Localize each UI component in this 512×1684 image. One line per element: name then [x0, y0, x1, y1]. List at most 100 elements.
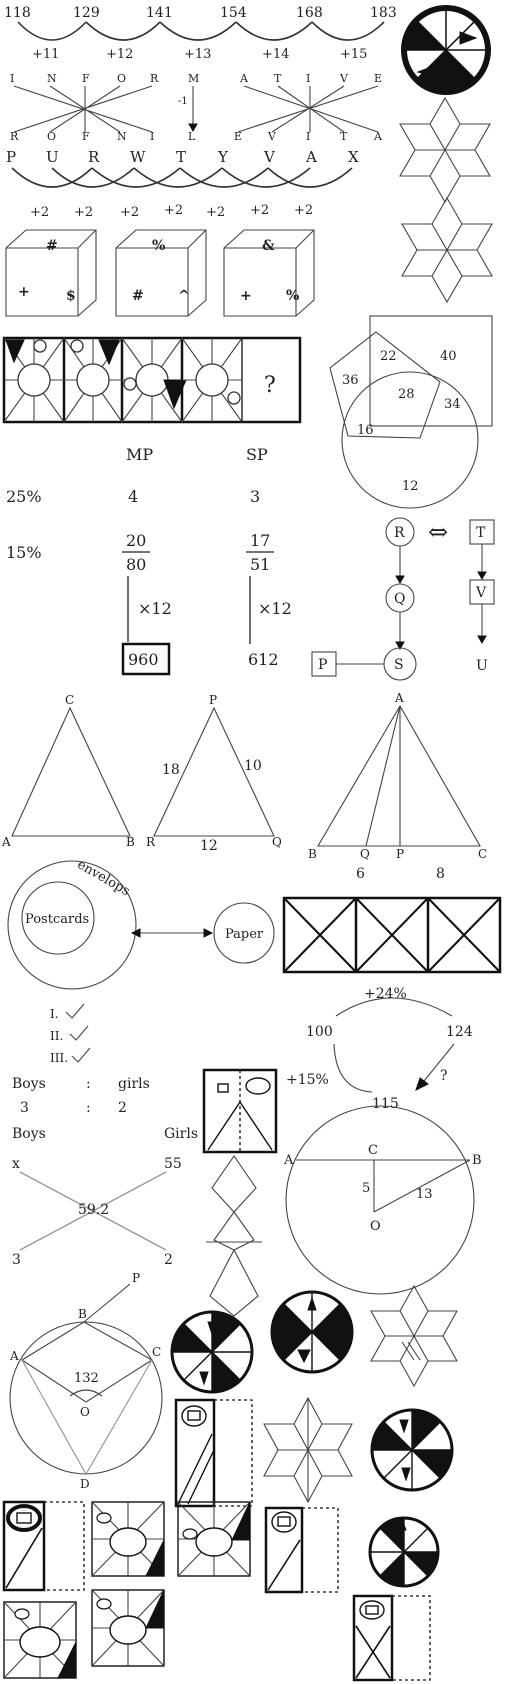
- venn-value: 12: [402, 479, 419, 494]
- set-label-postcards: Postcards: [25, 912, 89, 927]
- series-letter: Y: [217, 148, 229, 166]
- pie-circle-top: [401, 5, 491, 95]
- die-top-face: #: [46, 238, 58, 254]
- answer-label: I.: [50, 1007, 59, 1021]
- series-arcs: [17, 21, 385, 41]
- pie-option-2: [270, 1290, 354, 1374]
- die-left-face: #: [132, 288, 144, 304]
- point-label: O: [370, 1219, 381, 1234]
- check-icon: [65, 1003, 85, 1019]
- series-number: 141: [146, 5, 173, 21]
- mirror-option-b: [2, 1500, 85, 1592]
- node-v: V: [475, 585, 487, 601]
- word-coding: I N F O R R O F N I M -1 L A T I V E E V…: [10, 72, 383, 143]
- row-percent: 15%: [6, 543, 42, 562]
- cyclic-quadrilateral: P B A C O 132 D: [9, 1271, 163, 1491]
- segment-length: 8: [436, 866, 445, 882]
- code-letter: V: [339, 72, 349, 85]
- result-sp: 612: [248, 650, 279, 669]
- letter-series: P U R W T Y V A X +2 +2 +2 +2 +2 +2 +2: [6, 148, 359, 220]
- row-percent: 25%: [6, 487, 42, 506]
- mirror-option-d: [352, 1594, 431, 1682]
- sun-option-2: [177, 1501, 251, 1577]
- row-sp: 3: [250, 487, 260, 506]
- node-q: Q: [394, 591, 405, 607]
- check-icon: [71, 1047, 91, 1063]
- vertex-label: C: [65, 693, 74, 707]
- die-right-face: %: [286, 288, 299, 304]
- node-s: S: [394, 657, 404, 673]
- venn-value: 40: [440, 349, 457, 364]
- series-letter: T: [176, 148, 186, 166]
- figure-frame: [181, 337, 243, 423]
- letter-step: +2: [30, 205, 49, 220]
- fraction-num: 20: [126, 531, 146, 550]
- ratio-alligation: Boys : girls 3 : 2 Boys Girls x 55 59.2 …: [12, 1076, 198, 1268]
- vertex-label: C: [478, 847, 487, 861]
- multiplier: ×12: [138, 599, 172, 618]
- venn-value: 34: [444, 397, 461, 412]
- code-letter: R: [150, 72, 159, 85]
- die-top-face: %: [152, 238, 165, 254]
- vertex-label: Q: [272, 835, 282, 849]
- die-right-face: $: [66, 288, 76, 304]
- triangle-abc-split: A B Q P C 6 8: [308, 691, 487, 882]
- set-label-paper: Paper: [225, 927, 264, 942]
- venn-value: 16: [357, 423, 374, 438]
- code-letter: O: [117, 72, 126, 85]
- point-label: B: [472, 1153, 482, 1168]
- star-figure-3: [370, 1284, 458, 1388]
- node-u: U: [476, 658, 488, 674]
- equivalence-arrow: ⇔: [428, 518, 448, 546]
- figure-series: ?: [2, 336, 302, 424]
- venn-figure: 22 40 36 28 34 16 12: [329, 315, 493, 509]
- point-label: C: [152, 1345, 161, 1359]
- vertex-label: Q: [360, 847, 370, 861]
- header-sp: SP: [246, 445, 268, 464]
- fraction-num: 17: [250, 531, 270, 550]
- number-series: 118 129 141 154 168 183 +11 +12 +13 +14 …: [4, 5, 397, 62]
- letter-arcs: [11, 167, 353, 188]
- star-figure-4: [263, 1396, 353, 1504]
- point-label: C: [368, 1143, 378, 1158]
- alligation-value: 55: [164, 1156, 182, 1172]
- code-letter: E: [374, 72, 382, 85]
- series-diff: +15: [340, 47, 367, 62]
- code-letter: A: [373, 130, 383, 143]
- code-letter: V: [267, 130, 277, 143]
- code-letter: F: [82, 72, 90, 85]
- vertex-label: P: [209, 693, 217, 707]
- base-length: 12: [200, 838, 218, 854]
- code-lines-right: [237, 85, 379, 133]
- code-letter: I: [306, 130, 310, 143]
- segment-length: 5: [362, 1181, 370, 1196]
- series-number: 183: [370, 5, 397, 21]
- letter-step: +2: [120, 205, 139, 220]
- syllogism-diagram: Postcards envelops Paper I. II. III.: [7, 857, 275, 1065]
- row-mp: 4: [128, 487, 138, 506]
- vertex-label: B: [126, 835, 135, 849]
- die-left-face: +: [18, 284, 30, 300]
- figure-frame: [3, 337, 65, 423]
- series-letter: V: [263, 148, 276, 166]
- code-letter: O: [47, 130, 56, 143]
- die-top-face: &: [262, 238, 275, 254]
- alligation-value: x: [12, 1156, 20, 1172]
- alligation-value: 2: [164, 1252, 173, 1268]
- code-note: -1: [178, 96, 188, 107]
- discount-work: MP SP 25% 4 3 15% 20 80 17 51 ×12 ×12 96…: [6, 445, 292, 676]
- answer-label: III.: [50, 1051, 68, 1065]
- code-letter: I: [306, 72, 310, 85]
- venn-value: 36: [342, 373, 359, 388]
- ratio-label: Girls: [164, 1126, 198, 1142]
- pie-option-4: [368, 1516, 440, 1588]
- side-length: 18: [162, 762, 180, 778]
- star-figure-2: [401, 196, 493, 304]
- vertex-label: P: [396, 847, 404, 861]
- triangle-pqr: P R Q 18 10 12: [146, 693, 282, 854]
- point-label: D: [80, 1477, 90, 1491]
- point-label: B: [78, 1307, 87, 1321]
- ratio-value: 2: [118, 1100, 127, 1116]
- ratio-label: Boys: [12, 1076, 46, 1092]
- angle-value: 132: [74, 1371, 99, 1386]
